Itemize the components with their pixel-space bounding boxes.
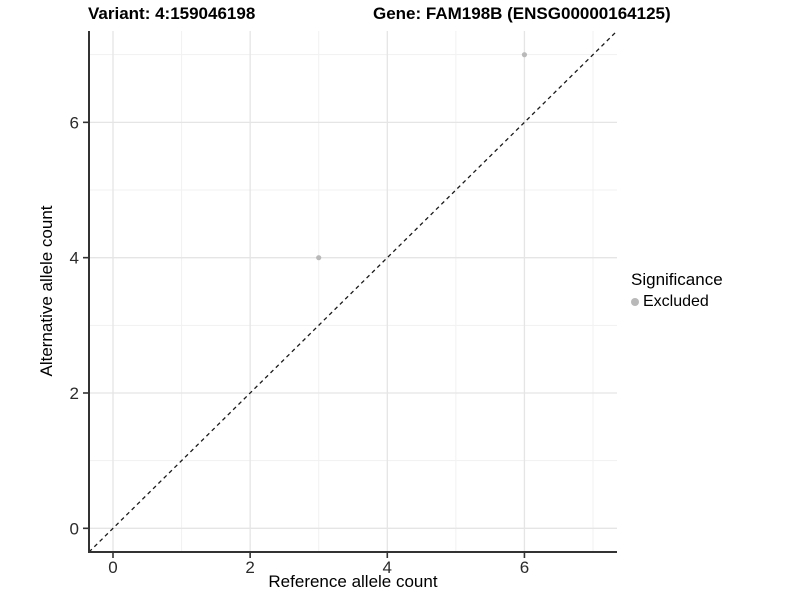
y-tick-label: 4 [70,249,79,268]
legend-item-excluded: Excluded [631,293,796,311]
y-tick-label: 6 [70,113,79,132]
variant-title: Variant: 4:159046198 [88,4,256,23]
legend-title: Significance [631,270,723,289]
y-tick-label: 2 [70,384,79,403]
x-tick-label: 2 [245,558,254,577]
data-point [316,255,322,261]
x-tick-label: 0 [108,558,117,577]
identity-dashed-line [88,30,618,553]
data-point [521,52,528,58]
x-tick-label: 6 [520,558,529,577]
excluded-point-icon [631,298,639,306]
x-axis-title: Reference allele count [268,572,438,591]
y-tick-label: 0 [70,519,79,538]
gene-title: Gene: FAM198B (ENSG00000164125) [373,4,671,23]
y-axis-title: Alternative allele count [37,205,56,377]
x-tick-label: 4 [383,558,392,577]
legend-item-label: Excluded [643,293,709,310]
legend: Significance Excluded [631,270,796,311]
